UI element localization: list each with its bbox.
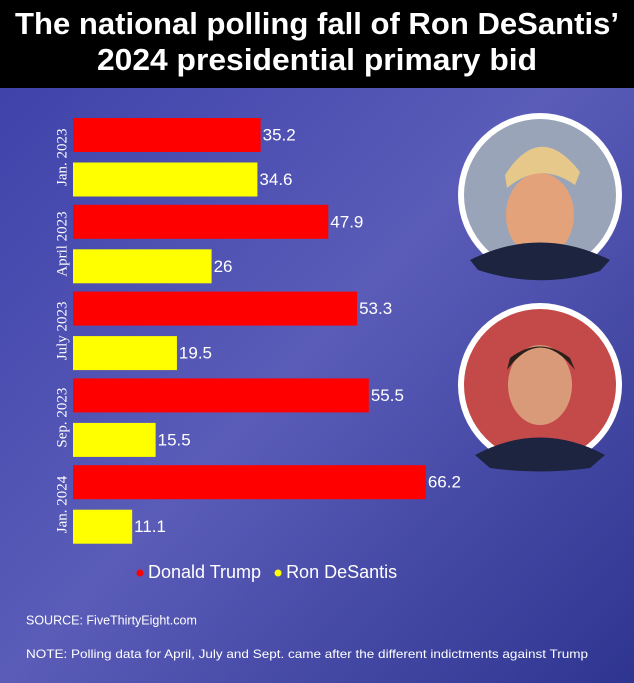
category-label: April 2023 [54,211,70,276]
value-label: 47.9 [330,212,363,231]
value-label: 53.3 [359,299,392,318]
value-label: 55.5 [371,386,404,405]
category-label: Sep. 2023 [54,388,70,448]
category-label: Jan. 2023 [54,129,70,187]
bar [73,204,329,239]
legend-label: Ron DeSantis [286,562,397,582]
bar [73,336,177,371]
bar [73,465,426,500]
note: NOTE: Polling data for April, July and S… [26,647,588,661]
bar [73,118,261,152]
value-label: 26 [214,257,233,276]
value-label: 19.5 [179,344,212,363]
title-band [0,0,634,88]
trump-photo [458,113,622,281]
category-label: Jan. 2024 [54,475,70,533]
value-label: 15.5 [158,430,191,449]
value-label: 11.1 [134,517,166,536]
bar [73,378,369,413]
desantis-photo [458,303,622,472]
value-label: 66.2 [428,473,461,492]
category-label: July 2023 [54,301,70,360]
chart-title: 2024 presidential primary bid [97,42,537,77]
source: SOURCE: FiveThirtyEight.com [26,613,197,627]
chart-title: The national polling fall of Ron DeSanti… [15,6,619,41]
bar [73,162,258,197]
value-label: 35.2 [263,125,296,144]
bar [73,509,133,544]
bar [73,422,156,457]
legend-label: Donald Trump [148,562,261,582]
value-label: 34.6 [259,170,292,189]
legend-marker [274,569,282,577]
bar [73,249,212,284]
bar [73,291,358,326]
legend-marker [136,569,144,577]
